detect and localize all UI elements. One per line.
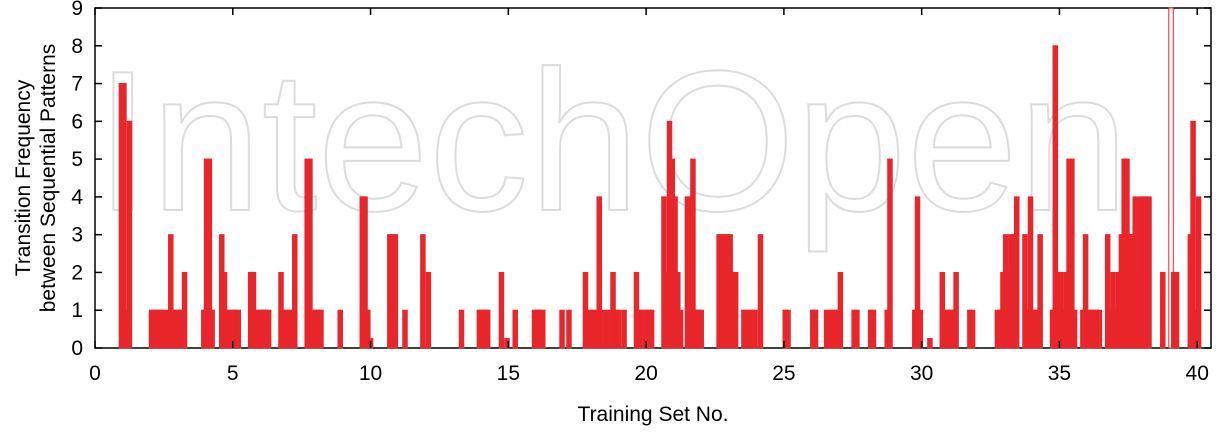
bar <box>484 309 491 349</box>
bar <box>126 120 133 349</box>
bar <box>1173 271 1180 349</box>
y-tick-label: 8 <box>71 35 83 58</box>
bar <box>504 338 510 349</box>
bar <box>917 309 924 349</box>
bar <box>307 158 313 349</box>
x-tick-label: 40 <box>1186 362 1209 385</box>
bar <box>854 309 860 349</box>
bar <box>566 309 572 349</box>
y-tick-label: 4 <box>71 186 83 209</box>
x-ticks: 0 5 10 15 20 25 30 35 40 <box>89 8 1209 385</box>
bar <box>1037 234 1043 349</box>
bar <box>927 338 933 349</box>
bar <box>785 309 791 349</box>
bar <box>337 309 343 349</box>
bar <box>362 196 368 349</box>
bar <box>392 234 399 349</box>
x-tick-label: 0 <box>89 362 101 385</box>
bar <box>1160 271 1166 349</box>
bar <box>1195 196 1202 349</box>
bar <box>914 196 921 349</box>
y-axis-label-line1: Transition Frequency <box>12 79 35 276</box>
y-axis-label-line2: between Sequential Patterns <box>37 44 60 313</box>
x-axis-label: Training Set No. <box>578 403 729 426</box>
bar <box>498 271 505 349</box>
bar <box>181 271 188 349</box>
x-tick-label: 25 <box>772 362 795 385</box>
watermark-text: IntechOpen <box>95 30 1129 253</box>
bar <box>1071 309 1078 349</box>
bar <box>235 309 242 349</box>
bar <box>402 309 408 349</box>
x-tick-label: 15 <box>497 362 520 385</box>
bar <box>596 196 603 349</box>
bar <box>1022 234 1028 349</box>
y-tick-label: 5 <box>71 148 83 171</box>
bar <box>1013 196 1020 349</box>
bar <box>1052 45 1059 349</box>
y-tick-label: 3 <box>71 224 83 247</box>
bar <box>292 234 298 349</box>
bar <box>318 309 324 349</box>
bar <box>1146 196 1152 349</box>
bar <box>752 309 758 349</box>
x-tick-label: 5 <box>227 362 239 385</box>
bar <box>1096 309 1103 349</box>
bar <box>969 309 976 349</box>
bar <box>677 309 684 349</box>
bar <box>615 309 622 349</box>
bar <box>732 271 739 349</box>
bar <box>812 309 819 349</box>
bar <box>458 309 465 349</box>
bar <box>425 271 432 349</box>
y-tick-label: 7 <box>71 73 83 96</box>
bar <box>420 234 426 349</box>
bar <box>648 309 655 349</box>
bar <box>757 234 764 349</box>
y-tick-label: 0 <box>71 337 83 360</box>
bar <box>953 271 959 349</box>
bar <box>209 309 215 349</box>
bar <box>1027 196 1034 349</box>
bar <box>1168 7 1174 349</box>
bar <box>1069 158 1075 349</box>
bar <box>698 309 704 349</box>
bar <box>365 309 371 349</box>
bar <box>621 309 627 349</box>
bar <box>559 309 565 349</box>
y-tick-label: 2 <box>71 261 83 284</box>
x-tick-label: 20 <box>634 362 657 385</box>
y-tick-label: 9 <box>71 0 83 20</box>
bar <box>1082 234 1089 349</box>
y-tick-label: 1 <box>71 299 83 322</box>
bar <box>870 309 877 349</box>
x-tick-label: 30 <box>910 362 933 385</box>
y-ticks: 0 1 2 3 4 5 6 7 8 9 <box>71 0 1211 360</box>
bar <box>512 309 518 349</box>
bar <box>265 309 272 349</box>
bar <box>540 309 546 349</box>
bars-group <box>118 7 1202 349</box>
y-tick-label: 6 <box>71 110 83 133</box>
x-tick-label: 10 <box>359 362 382 385</box>
bar <box>837 271 844 349</box>
bar <box>121 83 127 349</box>
x-tick-label: 35 <box>1048 362 1071 385</box>
bar <box>887 158 893 349</box>
